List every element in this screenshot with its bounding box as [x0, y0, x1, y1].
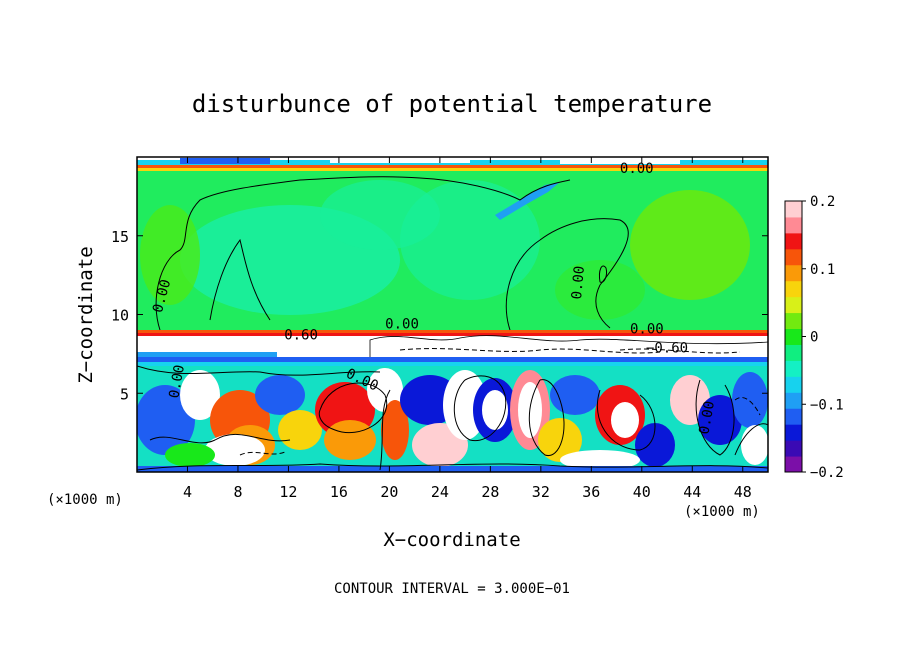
colorbar-swatch [785, 264, 802, 282]
colorbar-swatch [785, 424, 802, 441]
contour-label: 0.00 [620, 161, 654, 177]
contour-label: 0.00 [630, 321, 664, 337]
colorbar-tick-label: 0 [810, 330, 818, 346]
x-tick-label: 32 [532, 483, 550, 501]
colorbar-tick-label: 0.2 [810, 194, 835, 210]
y-tick-label: 5 [120, 385, 129, 403]
x-tick-label: 16 [330, 483, 348, 501]
colorbar-swatch [785, 280, 802, 298]
x-tick-label: 48 [734, 483, 752, 501]
colorbar-swatch [785, 408, 802, 425]
y-axis-label: Z−coordinate [75, 246, 97, 383]
contour-label: 0.00 [385, 317, 419, 333]
contour-label: 0.00 [569, 265, 588, 300]
colorbar-swatch [785, 344, 802, 361]
colorbar-swatch [785, 312, 802, 330]
colorbar-ticks: −0.2 −0.1 0 0.1 0.2 [802, 194, 844, 481]
colorbar [784, 200, 803, 473]
x-tick-label: 12 [279, 483, 297, 501]
x-tick-label: 28 [481, 483, 499, 501]
colorbar-swatch [785, 392, 802, 409]
colorbar-swatch [785, 201, 802, 218]
y-tick-label: 15 [111, 228, 129, 246]
x-tick-label: 36 [582, 483, 600, 501]
x-tick-label: 40 [633, 483, 651, 501]
x-axis-label: X−coordinate [383, 529, 520, 551]
contour-label: 0.00 [166, 364, 188, 400]
chart-title: disturbunce of potential temperature [192, 90, 712, 118]
contour-interval-note: CONTOUR INTERVAL = 3.000E−01 [334, 581, 570, 597]
interface-band [137, 330, 768, 366]
colorbar-swatch [785, 248, 802, 266]
upper-field [137, 157, 768, 333]
colorbar-swatch [785, 216, 802, 234]
y-axis: 5 10 15 [111, 228, 768, 403]
colorbar-swatch [785, 440, 802, 457]
x-tick-label: 4 [183, 483, 192, 501]
colorbar-swatch [785, 232, 802, 250]
x-axis: 4 8 12 16 20 24 28 32 36 40 44 48 [183, 157, 752, 501]
contour-label: −0.60 [646, 340, 688, 356]
lower-field [137, 366, 768, 472]
y-tick-label: 10 [111, 307, 129, 325]
colorbar-tick-label: −0.2 [810, 465, 844, 481]
x-tick-label: 44 [683, 483, 701, 501]
negative-contours [239, 348, 761, 456]
x-tick-label: 20 [380, 483, 398, 501]
contour-label: 0.60 [284, 328, 318, 344]
colorbar-swatch [785, 328, 802, 345]
colorbar-swatch [785, 360, 802, 377]
colorbar-swatch [785, 456, 802, 473]
colorbar-tick-label: 0.1 [810, 262, 835, 278]
x-unit-label: (×1000 m) [684, 504, 760, 520]
contour-lines [137, 176, 768, 471]
y-unit-label: (×1000 m) [47, 492, 123, 508]
colorbar-swatch [785, 296, 802, 314]
colorbar-tick-label: −0.1 [810, 397, 844, 413]
x-tick-label: 24 [431, 483, 449, 501]
contour-label: 0.00 [696, 400, 718, 436]
plot-area: 0.000.00 0.000.000.60 0.00−0.600.00 0.000.0… [137, 157, 768, 472]
x-tick-label: 8 [233, 483, 242, 501]
colorbar-swatch [785, 376, 802, 393]
